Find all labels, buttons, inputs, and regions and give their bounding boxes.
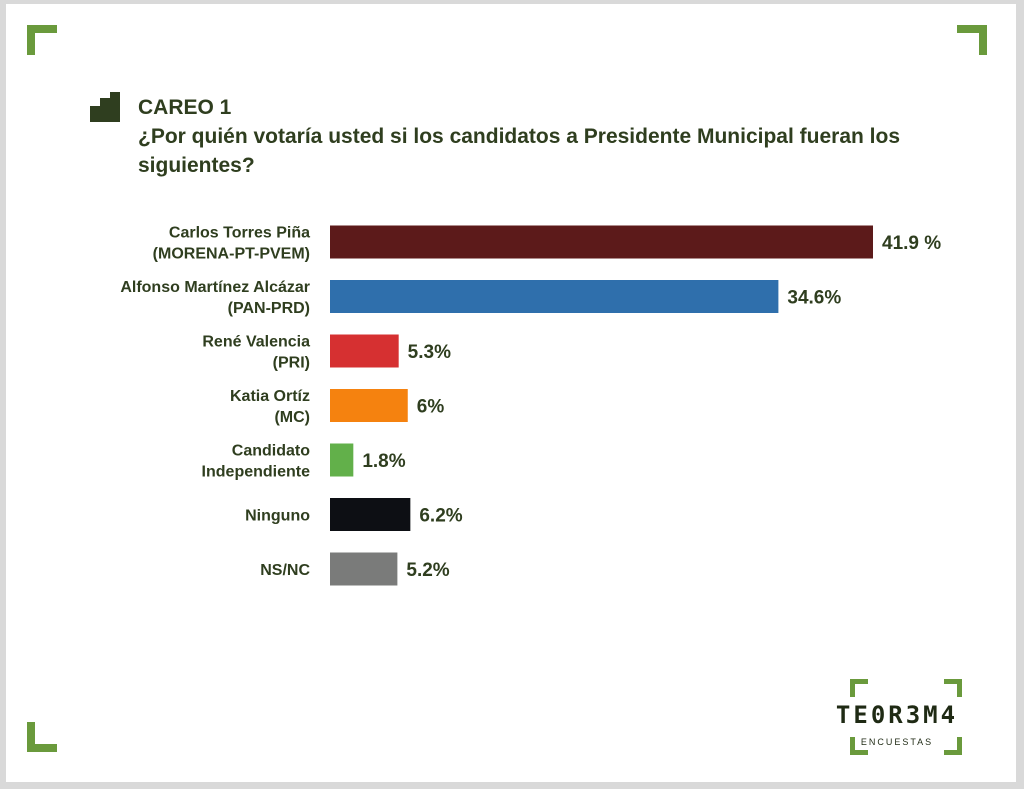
bar-rene-valencia (330, 334, 399, 368)
category-label-carlos-torres-pina-line2: (MORENA-PT-PVEM) (153, 246, 310, 263)
category-label-candidato-line2: Independiente (202, 464, 311, 481)
value-label-rene-valencia: 5.3% (408, 342, 451, 363)
corner-bracket-bottom-left (27, 722, 57, 752)
category-label-ns-nc: NS/NC (260, 562, 310, 579)
value-label-ninguno: 6.2% (419, 506, 462, 527)
category-label-rene-valencia: René Valencia (202, 334, 310, 351)
category-label-katia-ortiz-line2: (MC) (274, 409, 310, 426)
corner-bracket-top-left (27, 25, 57, 55)
value-label-carlos-torres-pina: 41.9 % (882, 233, 941, 254)
corner-bracket-top-right (957, 25, 987, 55)
bar-candidato (330, 443, 354, 477)
brand-name: TE0R3M4 (835, 701, 959, 729)
category-label-carlos-torres-pina: Carlos Torres Piña (169, 225, 310, 242)
category-label-alfonso-martinez-alcazar: Alfonso Martínez Alcázar (120, 279, 310, 296)
category-label-candidato: Candidato (232, 443, 310, 460)
chart-kicker: CAREO 1 (138, 96, 232, 119)
bar-katia-ortiz (330, 389, 408, 422)
bar-alfonso-martinez-alcazar (330, 280, 779, 313)
chart-title: ¿Por quién votaría usted si los candidat… (138, 125, 901, 177)
category-label-alfonso-martinez-alcazar-line2: (PAN-PRD) (228, 300, 310, 317)
step-icon (90, 92, 120, 122)
slide (6, 4, 1016, 782)
value-label-alfonso-martinez-alcazar: 34.6% (787, 288, 841, 309)
value-label-ns-nc: 5.2% (406, 560, 449, 581)
category-label-ninguno: Ninguno (245, 508, 310, 525)
bar-carlos-torres-pina (330, 225, 873, 259)
category-label-katia-ortiz: Katia Ortíz (230, 388, 310, 405)
brand-tagline: ENCUESTAS (860, 737, 934, 747)
bar-ninguno (330, 498, 411, 531)
value-label-candidato: 1.8% (362, 451, 405, 472)
bar-ns-nc (330, 552, 398, 586)
category-label-rene-valencia-line2: (PRI) (273, 355, 310, 372)
brand-logo: TE0R3M4 ENCUESTAS (812, 673, 982, 757)
value-label-katia-ortiz: 6% (417, 397, 445, 418)
